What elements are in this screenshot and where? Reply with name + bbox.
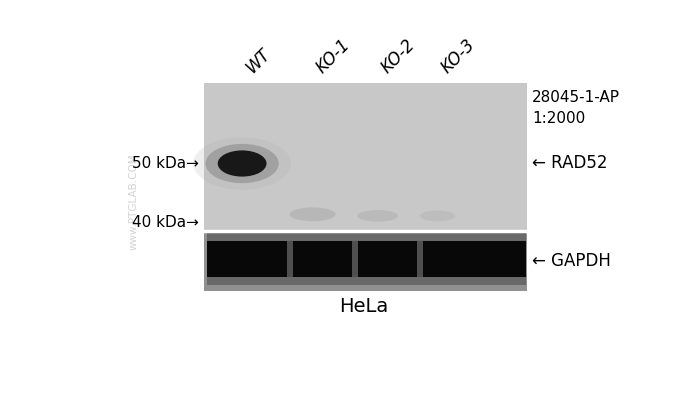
Text: HeLa: HeLa [340, 297, 389, 316]
Text: 50 kDa→: 50 kDa→ [132, 156, 199, 171]
Bar [207, 240, 526, 278]
Bar [207, 242, 526, 276]
Bar [204, 84, 527, 231]
Bar [207, 241, 526, 277]
Text: WT: WT [242, 45, 274, 76]
Text: ← GAPDH: ← GAPDH [532, 252, 611, 270]
Bar [416, 240, 424, 278]
Text: 28045-1-AP
1:2000: 28045-1-AP 1:2000 [532, 90, 620, 126]
Text: KO-2: KO-2 [378, 35, 419, 76]
Bar [207, 242, 526, 276]
Ellipse shape [290, 207, 336, 221]
Ellipse shape [206, 144, 279, 183]
Text: www.PTGLAB.COM: www.PTGLAB.COM [129, 154, 139, 250]
Text: KO-3: KO-3 [438, 35, 479, 76]
Bar [351, 240, 358, 278]
Ellipse shape [358, 210, 398, 222]
Bar [207, 241, 526, 277]
Bar [207, 241, 526, 277]
Ellipse shape [420, 210, 455, 221]
Bar [207, 242, 526, 276]
Text: 40 kDa→: 40 kDa→ [132, 214, 199, 230]
Bar [286, 240, 293, 278]
Ellipse shape [193, 137, 291, 190]
Ellipse shape [218, 150, 267, 176]
Text: ← RAD52: ← RAD52 [532, 154, 608, 172]
Bar [207, 242, 526, 276]
Text: KO-1: KO-1 [313, 35, 354, 76]
Bar [204, 231, 527, 291]
Bar [207, 233, 526, 285]
